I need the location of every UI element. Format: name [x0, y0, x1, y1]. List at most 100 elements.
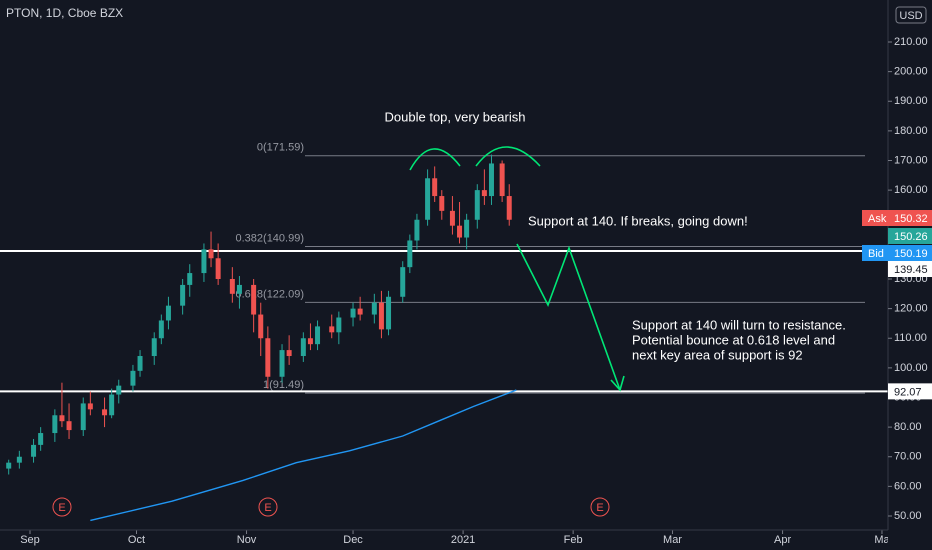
annotation: Double top, very bearish — [385, 109, 526, 124]
candle-body — [307, 338, 313, 345]
price-box — [888, 228, 932, 244]
candle-body — [425, 178, 431, 220]
currency-label: USD — [899, 10, 922, 22]
fib-label: 0.618(122.09) — [236, 288, 305, 300]
candle-body — [439, 196, 445, 211]
annotation: Support at 140. If breaks, going down! — [528, 213, 748, 228]
candle-body — [16, 456, 22, 463]
candle-body — [378, 302, 384, 330]
candle-body — [265, 338, 271, 377]
y-tick-label: 110.00 — [894, 332, 927, 344]
candle-body — [151, 338, 157, 357]
annotation: next key area of support is 92 — [632, 347, 803, 362]
candle-body — [109, 394, 115, 416]
candle-body — [31, 444, 37, 457]
candle-body — [400, 267, 406, 297]
candle-body — [279, 350, 285, 377]
earnings-marker[interactable] — [258, 497, 278, 517]
earnings-marker[interactable] — [590, 497, 610, 517]
candle-body — [286, 350, 292, 357]
y-tick-label: 100.00 — [894, 362, 928, 374]
fib-label: 0.382(140.99) — [236, 232, 305, 244]
candle-body — [499, 163, 505, 197]
candle-body — [201, 249, 207, 274]
price-box — [888, 210, 932, 226]
chart-title: PTON, 1D, Cboe BZX — [6, 6, 123, 20]
earnings-marker[interactable] — [52, 497, 72, 517]
path-arrow — [516, 243, 621, 391]
y-tick-label: 70.00 — [894, 451, 922, 463]
fib-label: 1(91.49) — [263, 379, 304, 391]
earnings-label: E — [264, 502, 271, 514]
x-tick-label: Dec — [343, 534, 363, 546]
candle-body — [336, 317, 342, 333]
candle-body — [229, 278, 235, 294]
y-tick-label: 120.00 — [894, 303, 928, 315]
quote-tag — [862, 245, 888, 261]
candle-body — [251, 284, 257, 315]
candle-body — [449, 210, 455, 226]
top-arc — [475, 146, 541, 167]
candle-body — [87, 403, 93, 410]
candle-body — [236, 284, 242, 294]
candle-body — [180, 284, 186, 306]
price-axis: 210.00 200.00 190.00 180.00 170.00 160.00 150.… — [887, 0, 932, 550]
y-tick-label: 50.00 — [894, 510, 922, 522]
candle-body — [187, 273, 193, 285]
annotation: Support at 140 will turn to resistance. — [632, 317, 846, 332]
x-tick-label: Sep — [20, 534, 40, 546]
candle-body — [357, 308, 363, 315]
candle-body — [457, 225, 463, 238]
price-box — [888, 245, 932, 261]
price-box-label: 92.07 — [894, 386, 922, 398]
candle-body — [102, 409, 108, 416]
quote-tag-label: Bid — [868, 248, 884, 260]
plot-area: Sep Oct Nov Dec 2021 Feb Mar Apr Ma 0(171.59) 0.38… — [0, 142, 890, 546]
price-box-label: 150.19 — [894, 248, 928, 260]
candle-body — [386, 296, 392, 330]
moving-average — [90, 389, 517, 522]
candle-body — [130, 370, 136, 386]
x-tick-label: Nov — [237, 534, 257, 546]
y-tick-label: 80.00 — [894, 421, 922, 433]
candle-body — [464, 219, 470, 238]
arrow-head — [610, 375, 625, 392]
candle-body — [474, 190, 480, 220]
x-tick-label: Oct — [128, 534, 145, 546]
candle-body — [158, 320, 164, 339]
x-tick-label: Ma — [874, 534, 890, 546]
y-tick-label: 160.00 — [894, 184, 928, 196]
candle-body — [6, 462, 12, 469]
quote-tag-label: Ask — [868, 213, 887, 225]
candle-body — [506, 196, 512, 220]
x-tick-label: 2021 — [451, 534, 475, 546]
price-box — [888, 383, 932, 400]
candle-body — [315, 326, 321, 345]
annotation: Potential bounce at 0.618 level and — [632, 332, 835, 347]
candle-body — [66, 421, 72, 431]
y-tick-label: 190.00 — [894, 95, 928, 107]
x-tick-label: Mar — [663, 534, 682, 546]
currency-button[interactable] — [895, 6, 927, 24]
candle-body — [371, 302, 377, 315]
candle-body — [407, 240, 413, 268]
y-tick-label: 210.00 — [894, 36, 928, 48]
earnings-markers: E E E — [52, 497, 610, 517]
x-tick-label: Apr — [774, 534, 791, 546]
candle-body — [215, 258, 221, 279]
candle-body — [165, 305, 171, 321]
price-box-label: 139.45 — [894, 264, 928, 276]
candle-body — [432, 178, 438, 197]
candle-body — [116, 385, 122, 395]
candle-body — [481, 190, 487, 197]
candle-body — [300, 338, 306, 357]
price-box — [888, 261, 932, 277]
candle-body — [414, 219, 420, 241]
x-tick-label: Feb — [564, 534, 583, 546]
earnings-label: E — [596, 502, 603, 514]
fib-label: 0(171.59) — [257, 142, 304, 154]
y-tick-label: 200.00 — [894, 66, 928, 78]
